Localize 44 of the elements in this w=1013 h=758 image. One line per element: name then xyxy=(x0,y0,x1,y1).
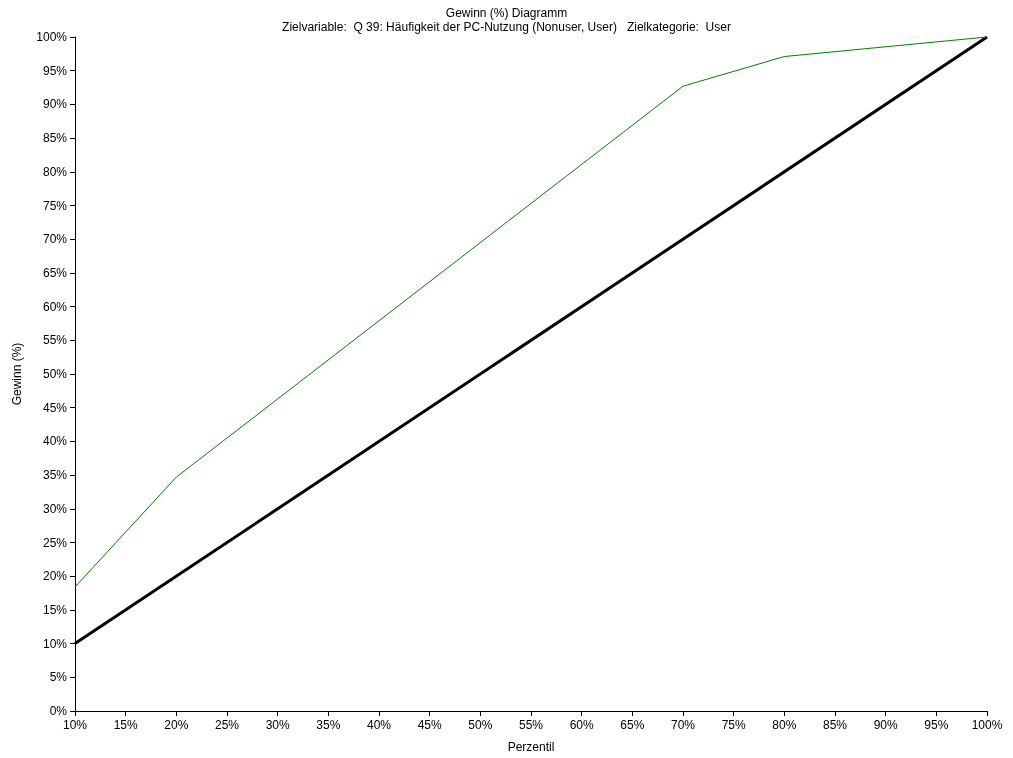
x-tick-label: 100% xyxy=(971,718,1003,732)
y-tick-label: 95% xyxy=(42,63,68,78)
y-tick-label: 0% xyxy=(49,704,68,718)
x-tick-label: 30% xyxy=(265,718,290,732)
chart-subtitle: Zielvariable: Q 39: Häufigkeit der PC-Nutzung (Nonuser, User) Zielkategorie: User xyxy=(282,20,731,34)
y-tick-label: 55% xyxy=(42,333,68,348)
x-tick-label: 65% xyxy=(620,718,645,732)
y-tick-label: 85% xyxy=(42,131,68,146)
y-tick-label: 60% xyxy=(42,299,68,314)
x-tick-label: 20% xyxy=(164,718,189,732)
y-tick-label: 40% xyxy=(42,434,68,449)
x-tick-label: 95% xyxy=(924,718,949,732)
y-tick-label: 25% xyxy=(42,535,68,550)
x-tick-label: 10% xyxy=(62,718,88,732)
x-tick-label: 15% xyxy=(113,718,138,732)
x-tick-label: 85% xyxy=(822,718,848,732)
x-tick-label: 35% xyxy=(316,718,341,732)
x-tick-label: 60% xyxy=(569,718,594,732)
y-tick-label: 15% xyxy=(42,602,68,617)
y-tick-label: 50% xyxy=(42,367,68,381)
x-tick-label: 90% xyxy=(873,718,898,732)
y-tick-label: 5% xyxy=(49,670,68,685)
y-tick-label: 70% xyxy=(42,232,68,247)
y-tick-label: 65% xyxy=(42,265,68,280)
y-tick-label: 100% xyxy=(36,30,68,44)
x-tick-label: 75% xyxy=(721,718,746,732)
y-tick-label: 10% xyxy=(42,636,68,651)
y-tick-label: 90% xyxy=(42,97,68,112)
x-tick-label: 45% xyxy=(417,718,442,732)
x-tick-label: 80% xyxy=(772,718,797,732)
y-tick-label: 35% xyxy=(42,468,68,483)
x-tick-label: 40% xyxy=(366,718,392,732)
y-tick-label: 20% xyxy=(42,569,68,584)
x-tick-label: 25% xyxy=(214,718,240,732)
x-axis-title: Perzentil xyxy=(507,740,555,754)
y-tick-label: 75% xyxy=(42,198,68,213)
y-axis-title: Gewinn (%) xyxy=(10,342,24,406)
x-tick-label: 70% xyxy=(670,718,696,732)
chart-title: Gewinn (%) Diagramm xyxy=(445,6,568,20)
y-tick-label: 45% xyxy=(42,400,68,415)
x-tick-label: 55% xyxy=(518,718,544,732)
x-tick-label: 50% xyxy=(468,718,493,732)
y-tick-label: 30% xyxy=(42,501,68,516)
y-tick-label: 80% xyxy=(42,164,68,179)
